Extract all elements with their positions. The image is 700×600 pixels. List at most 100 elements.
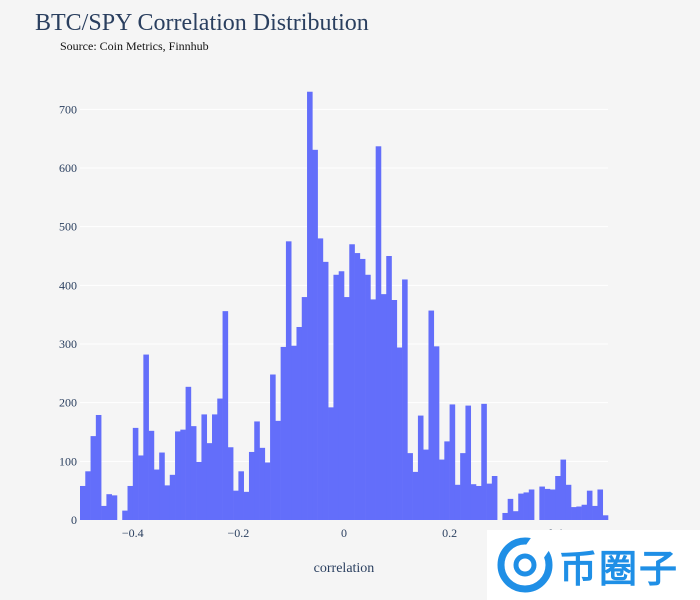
x-tick-label: −0.2 (228, 526, 250, 540)
x-tick-label: −0.4 (122, 526, 144, 540)
histogram-bar (454, 484, 461, 520)
histogram-bar (555, 476, 561, 520)
histogram-bar (544, 488, 551, 520)
histogram-bar (132, 427, 139, 520)
chart-subtitle: Source: Coin Metrics, Finnhub (60, 39, 209, 53)
histogram-bar (270, 374, 276, 520)
histogram-bar (307, 91, 313, 520)
histogram-bar (402, 279, 408, 520)
histogram-bar (412, 471, 419, 520)
histogram-bar (328, 407, 334, 520)
histogram-bar (259, 447, 266, 520)
histogram-bar (280, 346, 287, 520)
histogram-bar (80, 485, 86, 520)
histogram-bar (254, 421, 260, 520)
histogram-bar (486, 483, 493, 520)
histogram-bar (138, 455, 144, 520)
histogram-bar (264, 462, 271, 520)
histogram-bar (238, 471, 244, 520)
histogram-bar (122, 510, 128, 520)
histogram-bar (153, 469, 160, 520)
y-axis-ticks: 0 100 200 300 400 500 600 700 (59, 102, 77, 527)
y-tick-label: 100 (59, 454, 77, 468)
x-tick-label: 0.2 (442, 526, 457, 540)
histogram-bar (386, 256, 392, 520)
watermark: 币圈子 (487, 530, 700, 600)
histogram-bar (354, 253, 361, 521)
histogram-bar (185, 386, 192, 520)
histogram-bar (233, 490, 239, 520)
histogram-bar (507, 498, 514, 520)
histogram-bar (85, 471, 91, 520)
histogram-bar (164, 485, 171, 520)
histogram-bar (206, 443, 213, 520)
y-tick-label: 0 (71, 513, 77, 527)
histogram-bar (560, 459, 567, 520)
y-tick-label: 200 (59, 396, 77, 410)
histogram-bar (95, 414, 102, 520)
histogram-bar (275, 420, 281, 520)
x-axis-title: correlation (314, 561, 375, 576)
histogram-bar (143, 354, 149, 520)
histogram-bar (417, 415, 424, 520)
histogram-bar (518, 493, 524, 520)
histogram-bar (465, 405, 472, 520)
histogram-bar (523, 492, 530, 520)
histogram-bar (312, 149, 318, 520)
histogram-bar (460, 453, 466, 520)
histogram-bar (549, 489, 556, 520)
y-tick-label: 400 (59, 278, 77, 292)
x-tick-label: 0 (341, 526, 347, 540)
histogram-bar (476, 485, 482, 520)
histogram-bar (597, 489, 604, 520)
histogram-bar (470, 484, 477, 520)
histogram-bar (317, 238, 324, 520)
histogram-bar (365, 274, 371, 520)
histogram-bar (592, 505, 598, 520)
histogram-bar (444, 441, 450, 520)
histogram-bar (296, 326, 303, 520)
y-tick-label: 700 (59, 102, 77, 116)
histogram-bar (338, 271, 345, 520)
histogram-bar (407, 453, 413, 520)
histogram-bar (602, 515, 609, 520)
y-tick-label: 600 (59, 161, 77, 175)
histogram-bar (180, 429, 186, 520)
histogram-bar (248, 451, 255, 520)
bars (80, 91, 609, 521)
watermark-text: 币圈子 (559, 546, 680, 591)
histogram-bar (512, 511, 519, 520)
histogram-bar (127, 485, 134, 520)
histogram-bar (106, 494, 112, 520)
histogram-bar (217, 398, 223, 520)
histogram-bar (539, 486, 545, 520)
histogram-bar (581, 504, 588, 520)
histogram-bar (333, 274, 340, 520)
histogram-bar (391, 300, 398, 520)
coin-logo-icon (497, 537, 553, 593)
histogram-bar (423, 449, 429, 520)
histogram-bar (148, 430, 155, 520)
histogram-bar (396, 347, 403, 520)
histogram-bar (349, 244, 355, 520)
histogram-bar (196, 461, 202, 520)
histogram-bar (169, 474, 176, 520)
histogram-bar (502, 512, 508, 520)
histogram-bar (212, 414, 218, 520)
histogram-bar (528, 489, 535, 520)
histogram-bar (576, 506, 582, 520)
histogram-bar (433, 346, 440, 520)
histogram-bar (571, 507, 577, 520)
histogram-bar (322, 261, 329, 520)
histogram-bar (301, 297, 308, 520)
histogram-bar (222, 311, 229, 520)
histogram-bar (586, 490, 593, 520)
histogram-bar (190, 426, 197, 520)
y-tick-label: 300 (59, 337, 77, 351)
histogram-bar (175, 431, 181, 520)
histogram-bar (449, 404, 456, 520)
histogram-bar (491, 476, 498, 520)
histogram-bar (439, 459, 445, 520)
histogram-bar (565, 484, 572, 520)
